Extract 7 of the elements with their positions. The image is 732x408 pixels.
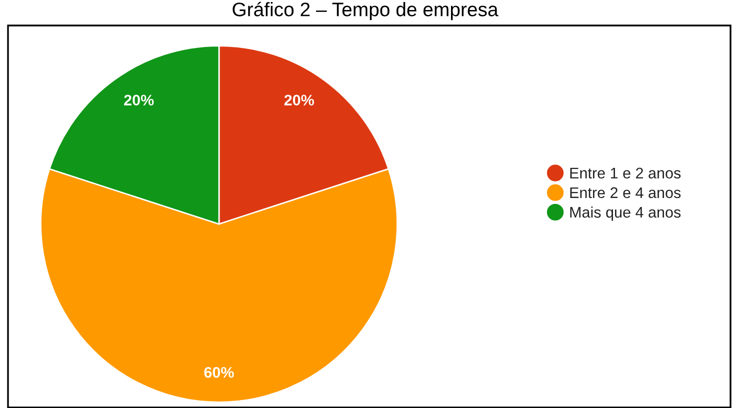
data-label: 60% (204, 366, 234, 378)
data-label: 20% (124, 94, 154, 106)
data-label: 20% (284, 94, 314, 106)
legend-label: Mais que 4 anos (570, 206, 681, 221)
chart-title: Gráfico 2 – Tempo de empresa (232, 2, 498, 20)
legend-label: Entre 1 e 2 anos (570, 168, 681, 179)
legend-label: Entre 2 e 4 anos (570, 187, 681, 198)
